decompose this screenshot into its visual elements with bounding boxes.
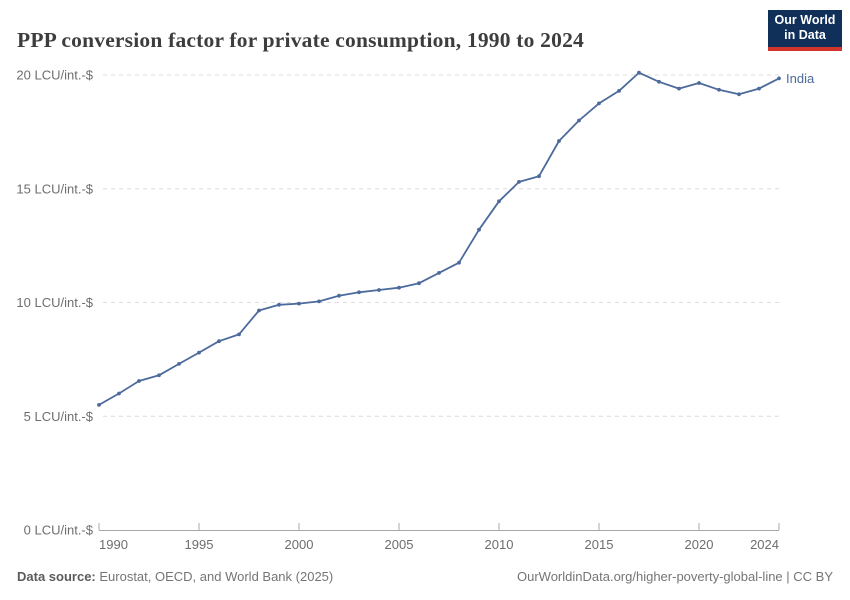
data-point xyxy=(97,403,101,407)
data-point xyxy=(217,339,221,344)
data-point xyxy=(697,81,701,85)
data-point xyxy=(657,79,661,84)
data-point xyxy=(377,288,381,292)
data-point xyxy=(537,174,541,179)
data-point xyxy=(237,332,241,337)
owid-logo-accent-bar xyxy=(768,47,842,51)
data-point xyxy=(497,199,501,204)
x-axis-tick-label: 2000 xyxy=(285,537,314,552)
data-point xyxy=(117,391,121,396)
data-point xyxy=(437,271,441,275)
data-point xyxy=(517,180,521,184)
data-point xyxy=(197,350,201,355)
data-point xyxy=(157,373,161,378)
data-point xyxy=(557,139,561,143)
x-axis-tick-label: 2005 xyxy=(385,537,414,552)
attribution-link: OurWorldinData.org/higher-poverty-global… xyxy=(517,569,833,584)
data-point xyxy=(297,301,301,306)
y-axis-tick-label: 5 LCU/int.-$ xyxy=(24,409,94,424)
x-axis-tick-label: 1995 xyxy=(185,537,214,552)
data-source-label: Data source: xyxy=(17,569,96,584)
data-point xyxy=(397,285,401,290)
page-title: PPP conversion factor for private consum… xyxy=(17,28,584,53)
data-point xyxy=(357,290,361,295)
data-point xyxy=(737,92,741,97)
x-axis-tick-label: 2010 xyxy=(485,537,514,552)
data-point xyxy=(317,299,321,304)
data-point xyxy=(637,70,641,75)
chart-footer: Data source: Eurostat, OECD, and World B… xyxy=(17,569,833,584)
data-point xyxy=(457,260,461,265)
owid-logo: Our World in Data xyxy=(768,10,842,51)
data-source-note: Data source: Eurostat, OECD, and World B… xyxy=(17,569,333,584)
data-point xyxy=(777,76,781,81)
data-point xyxy=(577,118,581,123)
x-axis-tick-label: 1990 xyxy=(99,537,128,552)
data-point xyxy=(337,293,341,298)
x-axis-tick-label: 2024 xyxy=(750,537,779,552)
data-point xyxy=(677,86,681,91)
y-axis-tick-label: 15 LCU/int.-$ xyxy=(16,181,93,196)
owid-logo-line2: in Data xyxy=(784,28,826,42)
owid-logo-box: Our World in Data xyxy=(768,10,842,47)
data-point xyxy=(257,308,261,313)
data-point xyxy=(717,87,721,92)
series-end-label: India xyxy=(786,71,815,86)
x-axis-tick-label: 2015 xyxy=(585,537,614,552)
owid-logo-line1: Our World xyxy=(774,13,836,27)
data-point xyxy=(177,362,181,366)
y-axis-tick-label: 10 LCU/int.-$ xyxy=(16,295,93,310)
data-source-text: Eurostat, OECD, and World Bank (2025) xyxy=(95,569,334,584)
y-axis-tick-label: 20 LCU/int.-$ xyxy=(16,68,93,83)
y-axis-tick-label: 0 LCU/int.-$ xyxy=(24,523,94,538)
data-point xyxy=(417,281,421,286)
series-line-india xyxy=(98,71,780,406)
data-point xyxy=(137,379,141,383)
data-point xyxy=(477,227,481,232)
data-point xyxy=(757,86,761,91)
data-point xyxy=(617,89,621,93)
data-point xyxy=(277,302,281,307)
data-point xyxy=(597,101,601,106)
x-axis-tick-label: 2020 xyxy=(685,537,714,552)
